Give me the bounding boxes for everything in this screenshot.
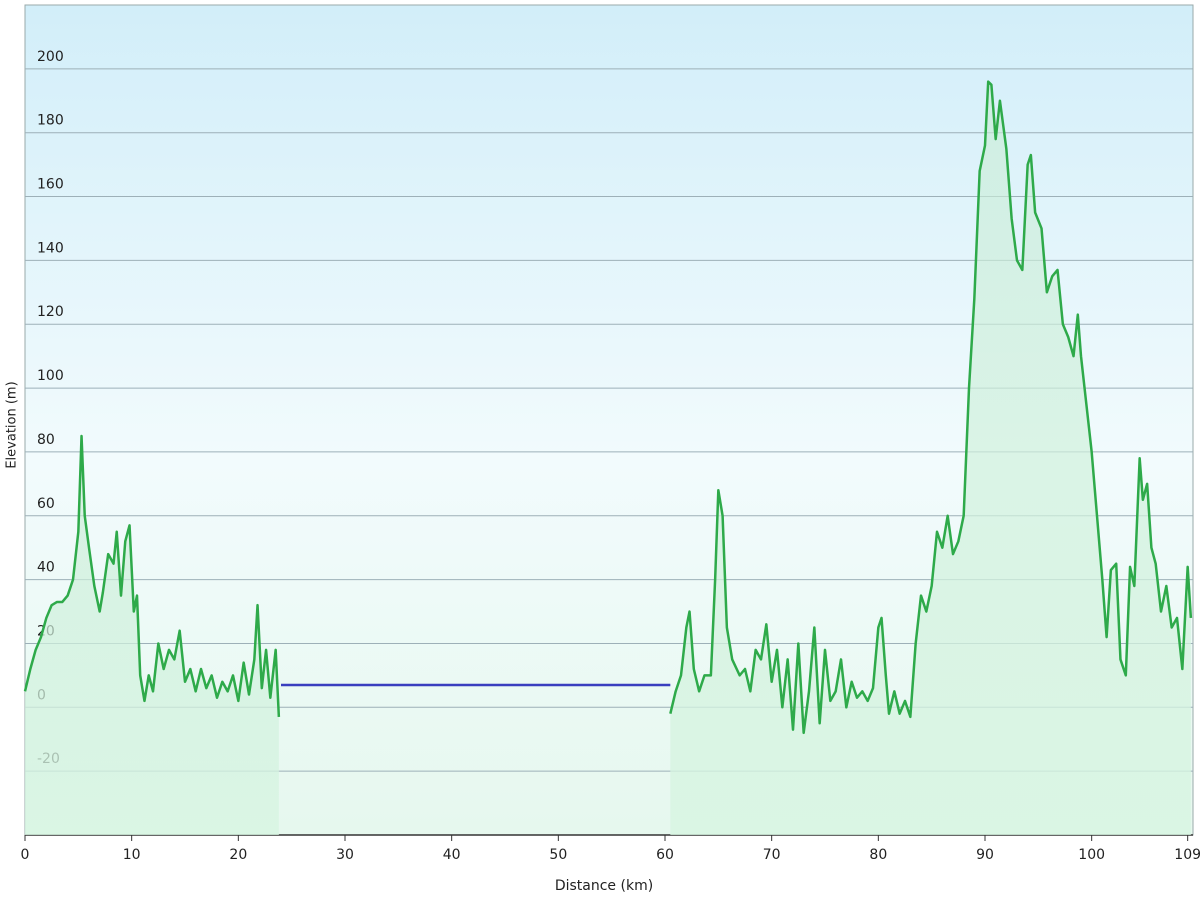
y-tick-label: 100 (37, 368, 64, 384)
x-tick-label: 90 (976, 847, 994, 863)
x-tick-label: 10 (123, 847, 141, 863)
line (23, 80, 1193, 735)
area-fill (670, 81, 1191, 836)
x-tick-label: 109 (1174, 847, 1200, 863)
y-tick-label: 80 (37, 432, 55, 448)
y-tick-label: 40 (37, 560, 55, 576)
y-tick-label: 60 (37, 496, 55, 512)
y-tick-label: 160 (37, 177, 64, 193)
x-tick-label: 100 (1078, 847, 1105, 863)
y-tick-label: 180 (37, 113, 64, 129)
x-tick-label: 50 (549, 847, 567, 863)
x-tick-label: 40 (443, 847, 461, 863)
x-tick-label: 70 (763, 847, 781, 863)
x-tick-label: 30 (336, 847, 354, 863)
x-axis-title: Distance (km) (555, 878, 653, 894)
x-tick-label: 80 (869, 847, 887, 863)
x-tick-label: 60 (656, 847, 674, 863)
y-tick-label: 200 (37, 49, 64, 65)
x-tick-label: 20 (229, 847, 247, 863)
y-tick-label: 140 (37, 240, 64, 256)
y-tick-label: 120 (37, 304, 64, 320)
x-tick-label: 0 (21, 847, 30, 863)
area-fill (25, 435, 279, 835)
y-axis-title: Elevation (m) (5, 381, 20, 468)
